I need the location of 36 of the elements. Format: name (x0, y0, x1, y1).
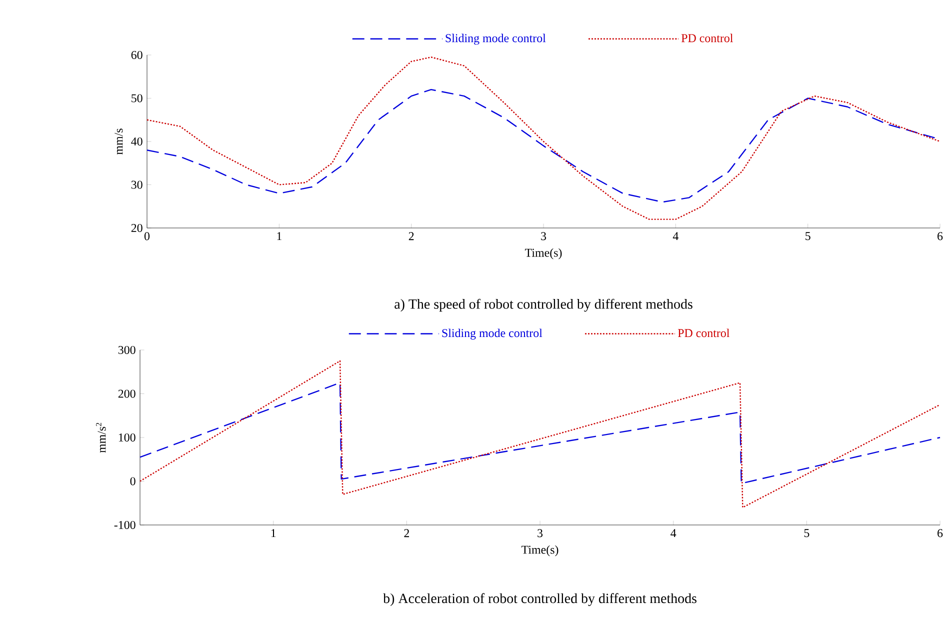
x-tick-label: 6 (938, 232, 943, 240)
y-tick-label: -100 (114, 520, 136, 530)
y-tick-label: 30 (131, 180, 142, 189)
text: a) The speed of robot controlled by different methods (394, 298, 692, 312)
x-tick-label: 3 (538, 529, 543, 538)
x-tick-label: 3 (541, 232, 546, 240)
x-tick-label: 5 (804, 529, 810, 538)
y-axis-title: mm/s$^{2}$ (96, 422, 106, 453)
x-tick-label: 4 (672, 232, 678, 240)
line-series (146, 56, 941, 220)
text: Sliding mode control (446, 34, 546, 45)
x-axis-title: Time(s) (525, 248, 562, 260)
line-series (139, 360, 941, 508)
x-tick-label: 1 (277, 232, 282, 240)
text: b) Acceleration of robot controlled by different methods (383, 593, 696, 606)
y-tick-label: 40 (131, 137, 142, 146)
x-tick-label: 0 (144, 232, 150, 240)
text: PD control (678, 328, 730, 338)
x-tick-label: 5 (806, 232, 810, 240)
x-tick-label: 1 (271, 529, 276, 538)
line-series (139, 382, 941, 484)
y-tick-label: 200 (118, 390, 136, 398)
y-tick-label: 0 (130, 477, 136, 486)
y-tick-label: 50 (132, 94, 142, 102)
x-tick-label: 2 (404, 529, 409, 538)
text: Sliding mode control (442, 328, 542, 340)
y-axis-title: mm/s (114, 128, 123, 155)
y-tick-label: 300 (118, 346, 136, 354)
y-tick-label: 60 (131, 50, 142, 60)
y-tick-label: 100 (118, 433, 136, 442)
x-tick-label: 4 (670, 529, 676, 538)
y-tick-label: 20 (131, 224, 142, 232)
x-tick-label: 2 (408, 232, 414, 240)
x-axis-title: Time(s) (522, 545, 558, 556)
x-tick-label: 6 (938, 529, 943, 538)
text: PD control (681, 34, 733, 42)
